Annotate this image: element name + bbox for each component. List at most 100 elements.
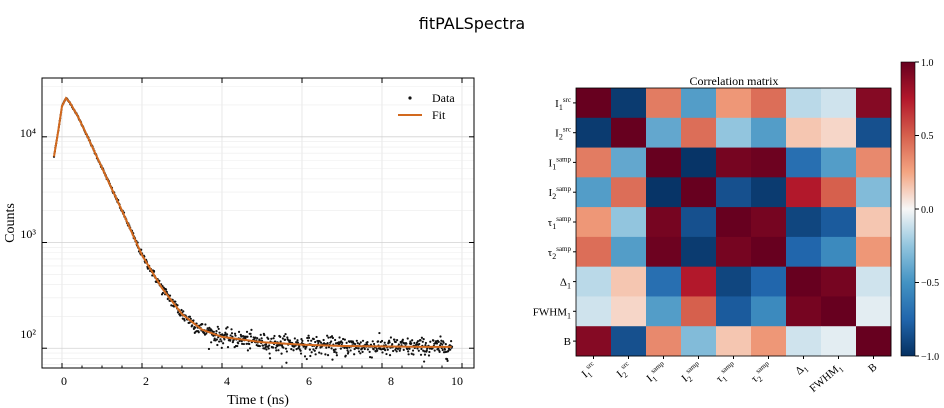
data-point xyxy=(296,339,299,342)
data-point xyxy=(249,347,252,350)
data-point xyxy=(386,348,389,351)
data-point xyxy=(250,328,253,331)
data-point xyxy=(394,340,397,344)
data-point xyxy=(237,330,241,333)
legend-fit-label: Fit xyxy=(432,108,446,122)
data-point xyxy=(376,340,380,343)
data-point xyxy=(439,335,442,338)
data-point xyxy=(375,347,378,351)
data-point xyxy=(447,349,450,352)
data-point xyxy=(303,355,307,358)
data-point xyxy=(281,337,284,340)
data-point xyxy=(240,335,243,338)
data-point xyxy=(296,341,300,344)
data-point xyxy=(207,347,211,351)
data-point xyxy=(212,330,215,334)
data-point xyxy=(320,352,323,355)
data-point xyxy=(220,340,223,343)
data-point xyxy=(267,347,270,350)
data-point xyxy=(288,339,292,342)
data-point xyxy=(327,336,330,339)
data-point xyxy=(303,345,306,348)
data-point xyxy=(432,339,435,342)
data-point xyxy=(330,335,334,338)
data-point xyxy=(170,304,173,307)
data-point xyxy=(274,346,277,349)
data-point xyxy=(249,332,252,335)
data-point xyxy=(230,328,233,331)
data-point xyxy=(284,338,287,341)
data-point xyxy=(406,347,409,351)
data-point xyxy=(215,330,218,333)
data-point xyxy=(343,346,346,349)
x-tick-label: 2 xyxy=(143,374,149,388)
data-point xyxy=(218,331,221,334)
data-point xyxy=(327,346,331,349)
data-point xyxy=(282,346,285,349)
data-point xyxy=(272,337,275,340)
data-point xyxy=(356,341,359,345)
data-point xyxy=(176,304,179,307)
fit-line xyxy=(53,96,452,348)
data-point xyxy=(314,347,318,350)
data-point xyxy=(330,340,333,343)
data-point xyxy=(388,354,392,357)
data-point xyxy=(161,291,165,295)
data-point xyxy=(292,349,295,352)
data-point xyxy=(314,340,317,344)
data-point xyxy=(280,352,283,355)
data-point xyxy=(353,353,356,356)
data-point xyxy=(318,340,321,343)
data-point xyxy=(355,346,358,349)
data-point xyxy=(168,294,172,297)
data-point xyxy=(307,336,311,340)
data-point xyxy=(164,288,168,291)
data-point xyxy=(205,332,208,335)
data-point xyxy=(341,341,344,344)
plot-frame xyxy=(41,77,475,369)
data-point xyxy=(424,341,427,345)
data-point xyxy=(406,337,409,340)
data-point xyxy=(381,351,384,354)
data-point xyxy=(343,338,346,341)
data-point xyxy=(371,340,374,343)
data-point xyxy=(396,339,399,342)
data-point xyxy=(217,327,220,331)
data-point xyxy=(361,350,364,353)
axis-ticks xyxy=(41,78,474,368)
fit-series-line xyxy=(53,96,452,348)
data-point xyxy=(299,352,303,355)
data-point xyxy=(285,350,288,353)
data-point xyxy=(399,347,402,350)
data-point xyxy=(446,358,449,361)
data-point xyxy=(245,330,249,333)
x-tick-label: 10 xyxy=(451,374,463,388)
data-point xyxy=(368,350,371,353)
data-point xyxy=(438,350,441,353)
data-point xyxy=(437,340,440,344)
y-tick-label: 10³ xyxy=(20,227,36,241)
data-point xyxy=(398,349,401,352)
x-tick-label: 4 xyxy=(224,374,230,388)
data-point xyxy=(152,270,156,273)
data-point xyxy=(245,342,248,345)
data-point xyxy=(411,349,415,352)
data-point xyxy=(408,347,411,350)
data-point xyxy=(410,342,413,345)
data-point xyxy=(166,297,169,301)
data-point xyxy=(380,339,384,343)
data-point xyxy=(409,340,412,343)
data-point xyxy=(216,343,219,347)
data-point xyxy=(194,326,197,329)
data-point xyxy=(433,349,436,352)
data-point xyxy=(268,344,271,347)
data-point xyxy=(335,351,338,354)
data-point xyxy=(226,333,229,336)
data-point xyxy=(256,337,259,340)
data-point xyxy=(335,354,338,357)
data-point xyxy=(305,357,308,361)
data-point xyxy=(246,335,249,338)
data-point xyxy=(423,353,427,356)
data-point xyxy=(261,344,265,347)
